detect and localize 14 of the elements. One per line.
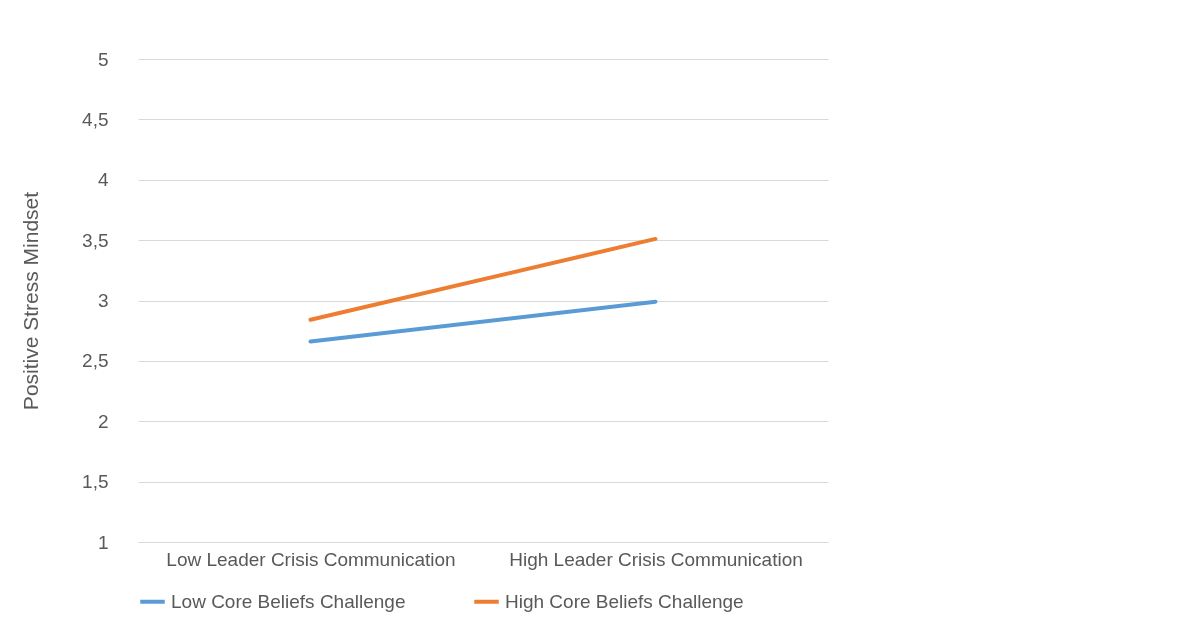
y-tick-label: 1,5: [82, 471, 109, 493]
legend-label: High Core Beliefs Challenge: [505, 590, 744, 612]
y-axis-title: Positive Stress Mindset: [19, 191, 43, 411]
x-tick-label: High Leader Crisis Communication: [509, 548, 803, 570]
y-tick-label: 4,5: [82, 108, 109, 130]
y-tick-label: 3,5: [82, 229, 109, 251]
legend-label: Low Core Beliefs Challenge: [171, 590, 406, 612]
y-tick-label: 3: [97, 290, 109, 311]
y-tick-label: 2: [97, 410, 109, 432]
y-tick-label: 2,5: [82, 350, 109, 372]
y-tick-label: 1: [97, 531, 109, 553]
x-tick-label: Low Leader Crisis Communication: [166, 548, 456, 570]
y-tick-label: 5: [97, 48, 109, 70]
y-tick-label: 4: [97, 169, 109, 191]
